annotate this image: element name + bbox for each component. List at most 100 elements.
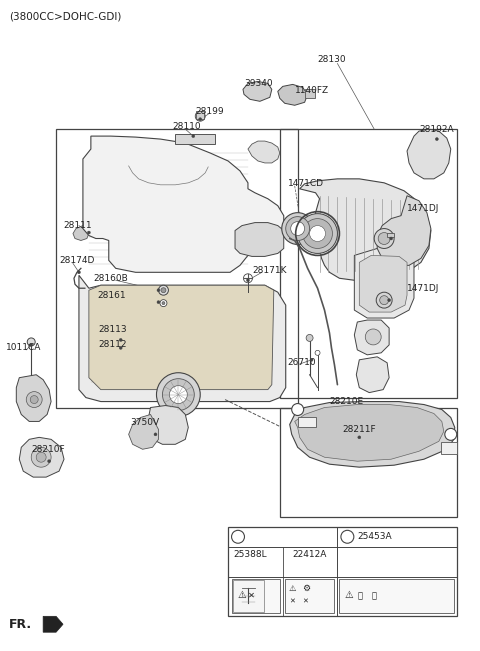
Text: 28130: 28130 — [318, 55, 346, 64]
Text: b: b — [342, 533, 347, 541]
Text: 28113: 28113 — [99, 326, 128, 335]
Text: 1140FZ: 1140FZ — [295, 86, 329, 95]
Circle shape — [195, 111, 205, 121]
Circle shape — [378, 232, 390, 245]
Polygon shape — [83, 136, 284, 272]
Circle shape — [158, 285, 168, 295]
Text: ✕: ✕ — [301, 598, 308, 604]
Polygon shape — [243, 81, 272, 102]
Polygon shape — [43, 616, 63, 632]
Circle shape — [291, 221, 305, 236]
Circle shape — [376, 292, 392, 308]
Circle shape — [30, 396, 38, 404]
Circle shape — [162, 301, 165, 305]
Bar — [339, 579, 454, 613]
Circle shape — [119, 339, 122, 341]
Text: 📦: 📦 — [371, 591, 376, 600]
Text: 28112: 28112 — [99, 340, 127, 350]
Polygon shape — [290, 402, 455, 467]
Bar — [280, 129, 457, 398]
Circle shape — [246, 279, 250, 282]
Text: 28192A: 28192A — [419, 124, 454, 133]
Polygon shape — [278, 85, 308, 105]
Circle shape — [154, 433, 157, 436]
Polygon shape — [79, 275, 286, 402]
Text: 28199: 28199 — [195, 107, 224, 116]
Circle shape — [358, 436, 361, 439]
Text: 28210F: 28210F — [31, 445, 65, 454]
Text: 28161: 28161 — [98, 291, 126, 299]
Circle shape — [119, 346, 122, 350]
Circle shape — [157, 288, 160, 292]
Circle shape — [310, 226, 325, 242]
Text: FR.: FR. — [9, 618, 33, 631]
Text: 25453A: 25453A — [357, 533, 392, 541]
Polygon shape — [354, 320, 389, 355]
Text: 28174D: 28174D — [59, 256, 95, 265]
Text: (3800CC>DOHC-GDI): (3800CC>DOHC-GDI) — [9, 12, 122, 21]
Circle shape — [380, 296, 389, 305]
Circle shape — [282, 213, 313, 245]
Bar — [56, 129, 298, 408]
Text: 28211F: 28211F — [342, 425, 376, 434]
Text: 28210E: 28210E — [329, 397, 364, 406]
Circle shape — [199, 118, 202, 120]
Text: 26710: 26710 — [288, 358, 316, 367]
Polygon shape — [248, 141, 280, 163]
Circle shape — [160, 299, 167, 307]
Polygon shape — [354, 249, 414, 318]
Circle shape — [87, 231, 90, 234]
Text: ✕: ✕ — [288, 598, 295, 604]
Circle shape — [374, 229, 394, 249]
Text: 3750V: 3750V — [131, 418, 160, 427]
Bar — [233, 579, 264, 613]
Polygon shape — [148, 406, 188, 445]
Text: ⚠: ⚠ — [288, 584, 296, 593]
Circle shape — [157, 301, 160, 303]
Text: a: a — [292, 405, 297, 414]
Text: ⬛: ⬛ — [357, 591, 362, 600]
Bar — [387, 232, 394, 236]
Bar — [280, 408, 457, 517]
Circle shape — [435, 137, 438, 141]
Text: 1471DJ: 1471DJ — [407, 284, 439, 293]
Circle shape — [302, 219, 333, 249]
Circle shape — [298, 214, 337, 253]
Text: 22412A: 22412A — [292, 550, 327, 559]
Circle shape — [30, 343, 33, 346]
Text: 28110: 28110 — [172, 122, 201, 131]
Circle shape — [286, 217, 310, 240]
Bar — [196, 111, 204, 119]
Text: ⚠: ⚠ — [238, 590, 247, 600]
Text: 28111: 28111 — [63, 221, 92, 230]
Circle shape — [445, 428, 457, 440]
Text: 1471DJ: 1471DJ — [407, 204, 439, 213]
Circle shape — [161, 288, 166, 293]
Text: b: b — [445, 430, 450, 439]
Polygon shape — [235, 223, 284, 256]
Circle shape — [243, 274, 252, 283]
Circle shape — [156, 373, 200, 417]
Circle shape — [48, 460, 50, 463]
Text: a: a — [232, 533, 238, 541]
Circle shape — [36, 452, 46, 462]
Circle shape — [341, 531, 354, 543]
Circle shape — [306, 335, 313, 341]
Text: ✕: ✕ — [248, 591, 255, 600]
Polygon shape — [73, 226, 89, 240]
Circle shape — [192, 135, 195, 137]
Text: 28160B: 28160B — [94, 274, 129, 283]
Circle shape — [26, 392, 42, 408]
Circle shape — [292, 404, 304, 415]
Polygon shape — [377, 196, 431, 266]
Text: ⚠: ⚠ — [344, 590, 353, 600]
Text: 39340: 39340 — [244, 79, 273, 88]
Bar — [228, 527, 457, 616]
Polygon shape — [19, 437, 64, 477]
Circle shape — [365, 329, 381, 345]
Circle shape — [169, 385, 187, 404]
Circle shape — [388, 299, 391, 301]
Text: 1471CD: 1471CD — [288, 179, 324, 188]
Circle shape — [310, 358, 313, 361]
Polygon shape — [300, 179, 431, 281]
